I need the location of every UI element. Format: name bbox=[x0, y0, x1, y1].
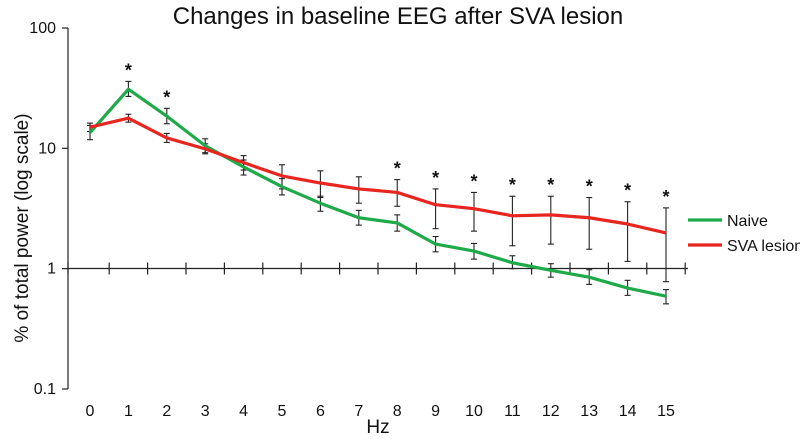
x-tick-label: 13 bbox=[580, 403, 598, 420]
legend: Naive SVA lesion bbox=[688, 213, 800, 255]
x-tick-label: 15 bbox=[657, 403, 675, 420]
x-tick-label: 11 bbox=[504, 403, 521, 420]
y-ticks: 0.1 1 10 100 bbox=[29, 20, 68, 398]
x-tick-label: 5 bbox=[278, 403, 287, 420]
y-tick-label: 100 bbox=[29, 20, 56, 37]
chart-title: Changes in baseline EEG after SVA lesion bbox=[173, 3, 624, 30]
significance-star: * bbox=[163, 87, 170, 107]
significance-star: * bbox=[624, 181, 631, 201]
x-tick-label: 0 bbox=[86, 403, 95, 420]
x-tick-label: 3 bbox=[201, 403, 210, 420]
significance-star: * bbox=[432, 168, 439, 188]
y-tick-label: 10 bbox=[38, 140, 56, 157]
y-tick-label: 0.1 bbox=[34, 381, 56, 398]
x-tick-label: 9 bbox=[431, 403, 440, 420]
legend-label: Naive bbox=[727, 213, 768, 230]
x-axis-label: Hz bbox=[366, 417, 389, 438]
significance-star: * bbox=[547, 175, 554, 195]
x-tick-label: 10 bbox=[465, 403, 483, 420]
significance-star: * bbox=[509, 175, 516, 195]
significance-star: * bbox=[586, 177, 593, 197]
x-tick-label: 1 bbox=[124, 403, 133, 420]
x-tick-label: 7 bbox=[354, 403, 363, 420]
series-line-sva-lesion bbox=[89, 116, 667, 235]
significance-star: * bbox=[470, 171, 477, 191]
significance-star: * bbox=[662, 187, 669, 207]
legend-label: SVA lesion bbox=[727, 238, 800, 255]
x-ticks: 0 1 2 3 4 5 6 7 8 9 10 11 12 13 14 15 bbox=[67, 262, 686, 420]
y-tick-label: 1 bbox=[47, 261, 56, 278]
series-line-naive bbox=[88, 87, 667, 298]
significance-markers: * * * * * * * * * * bbox=[125, 60, 670, 206]
series-lines bbox=[88, 87, 667, 298]
x-tick-label: 8 bbox=[393, 403, 402, 420]
significance-star: * bbox=[125, 60, 132, 80]
significance-star: * bbox=[394, 159, 401, 179]
y-axis-label: % of total power (log scale) bbox=[12, 113, 33, 342]
x-tick-label: 12 bbox=[542, 403, 560, 420]
x-tick-label: 4 bbox=[239, 403, 248, 420]
x-tick-label: 14 bbox=[619, 403, 637, 420]
x-tick-label: 6 bbox=[316, 403, 325, 420]
x-tick-label: 2 bbox=[162, 403, 171, 420]
